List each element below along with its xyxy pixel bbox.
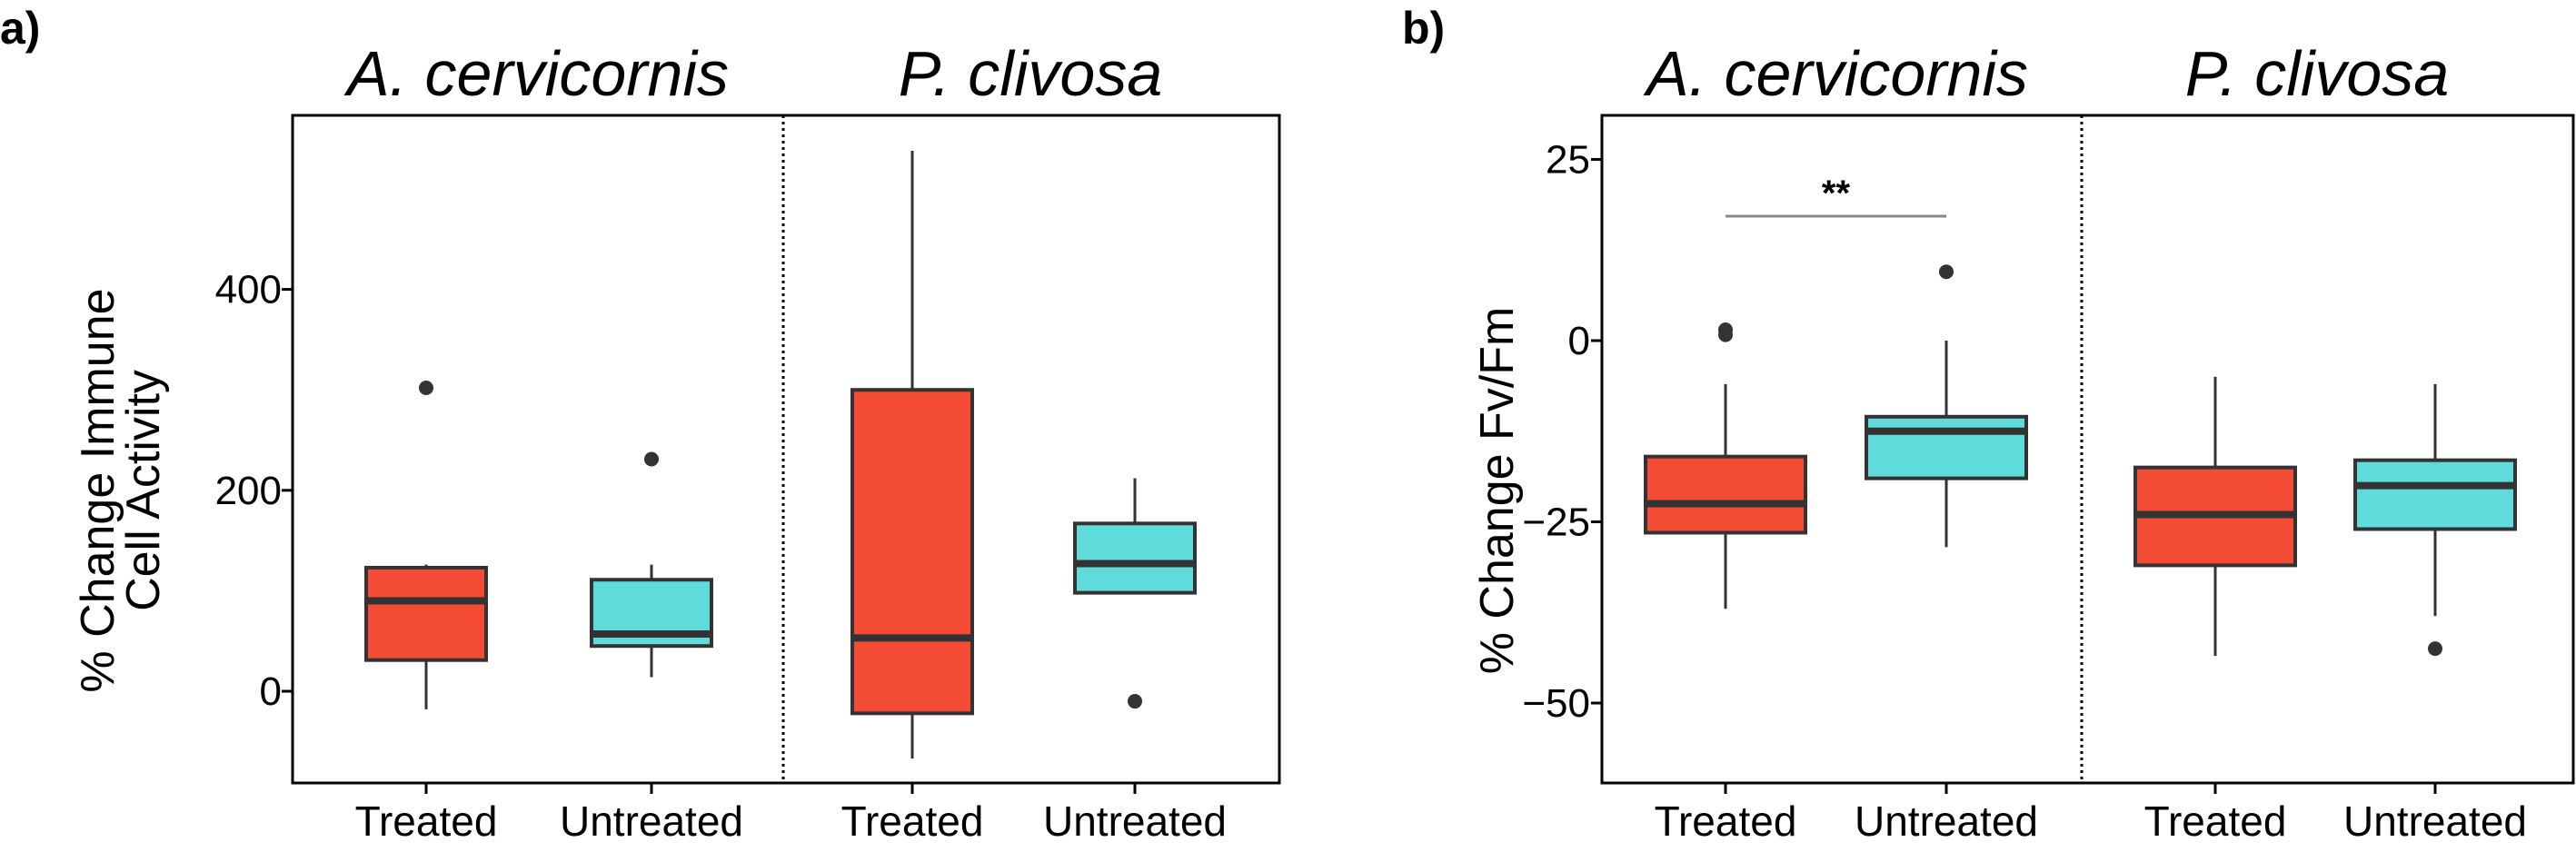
box-treated — [364, 565, 488, 662]
outlier-point — [644, 451, 659, 467]
x-tick-label: Treated — [355, 798, 498, 845]
y-tick-label: 200 — [215, 469, 282, 513]
facet-title: P. clivosa — [2185, 38, 2450, 109]
panel-letter: a) — [0, 3, 40, 54]
y-tick-label: −50 — [1522, 681, 1590, 726]
plot-border — [1600, 114, 2575, 785]
x-tick-label: Untreated — [1043, 798, 1227, 845]
x-tick-label: Treated — [841, 798, 984, 845]
y-axis-label: % Change Fv/Fm — [1471, 307, 1524, 675]
box-untreated — [2353, 458, 2517, 531]
y-tick-label: 25 — [1546, 138, 1590, 183]
x-tick-label: Untreated — [560, 798, 743, 845]
x-tick-label: Treated — [2144, 798, 2287, 845]
outlier-point — [1939, 264, 1954, 280]
y-tick-label: 400 — [215, 268, 282, 312]
outlier-point — [419, 380, 433, 395]
outlier-point — [1718, 327, 1733, 342]
outlier-point — [2428, 641, 2442, 657]
x-tick-label: Untreated — [2343, 798, 2527, 845]
facet-title: P. clivosa — [899, 38, 1163, 109]
box-treated — [1644, 454, 1807, 535]
panel-a: a) A. cervicornis P. clivosa 0 200 400 % Chang… — [0, 3, 1281, 845]
outlier-point — [1128, 694, 1142, 709]
panel-letter: b) — [1402, 3, 1445, 54]
y-tick-label: 0 — [1568, 319, 1590, 363]
facet-title: A. cervicornis — [1643, 38, 2028, 109]
y-axis-label: % Change Immune — [72, 288, 124, 692]
panel-b: b) A. cervicornis P. clivosa 25 0 −25 −50 % Cha… — [1402, 3, 2575, 845]
box-untreated — [1865, 414, 2028, 480]
significance-label: ** — [1822, 173, 1851, 213]
plot-border — [291, 114, 1281, 785]
x-tick-label: Treated — [1655, 798, 1797, 845]
facet-title: A. cervicornis — [343, 38, 729, 109]
box-treated — [850, 388, 974, 716]
x-tick-label: Untreated — [1855, 798, 2038, 845]
box-untreated — [1073, 521, 1197, 595]
y-axis-label: Cell Activity — [117, 370, 170, 611]
y-tick-label: 0 — [260, 669, 282, 714]
y-tick-label: −25 — [1522, 500, 1590, 545]
